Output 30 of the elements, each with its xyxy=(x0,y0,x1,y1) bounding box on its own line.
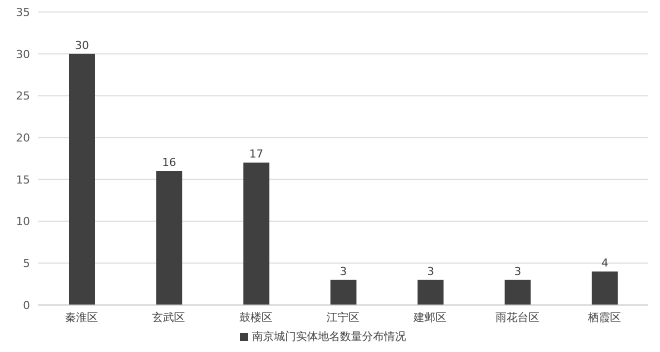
y-tick-label: 25 xyxy=(16,90,30,103)
x-tick-label: 雨花台区 xyxy=(495,310,540,324)
bar xyxy=(156,171,182,305)
data-label: 3 xyxy=(340,264,347,278)
data-label: 3 xyxy=(514,264,522,278)
bar xyxy=(418,280,444,305)
x-tick-label: 栖霞区 xyxy=(586,310,621,324)
x-tick-label: 建邺区 xyxy=(412,310,447,324)
bar xyxy=(69,54,95,305)
data-label: 17 xyxy=(249,148,264,161)
y-tick-label: 10 xyxy=(16,215,30,228)
bar xyxy=(243,162,270,305)
bar xyxy=(592,272,618,305)
data-label: 3 xyxy=(427,264,434,278)
legend-label: 南京城门实体地名数量分布情况 xyxy=(252,330,406,343)
data-label: 16 xyxy=(162,156,176,170)
y-tick-label: 0 xyxy=(23,298,30,312)
data-label: 30 xyxy=(75,38,89,52)
y-tick-label: 30 xyxy=(16,48,30,61)
y-tick-label: 5 xyxy=(23,257,30,270)
x-tick-label: 秦淮区 xyxy=(65,310,98,324)
x-tick-label: 鼓楼区 xyxy=(239,310,272,324)
y-tick-label: 35 xyxy=(16,6,30,19)
x-tick-label: 江宁区 xyxy=(326,310,360,324)
x-tick-label: 玄武区 xyxy=(152,310,186,324)
bar xyxy=(330,280,356,305)
data-label: 4 xyxy=(601,256,608,270)
y-tick-label: 15 xyxy=(16,173,30,186)
bar xyxy=(504,280,531,305)
y-tick-label: 20 xyxy=(16,131,30,144)
